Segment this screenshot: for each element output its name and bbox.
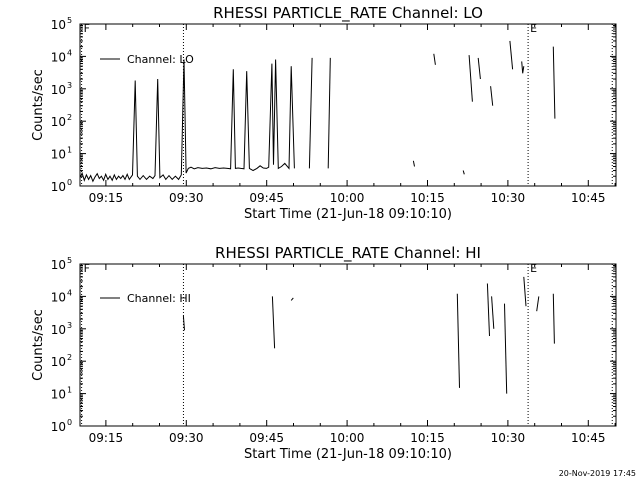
rate-series-line xyxy=(433,53,436,65)
rate-series-line xyxy=(290,297,294,301)
y-tick-label: 10 xyxy=(51,115,66,129)
x-tick-label: 10:00 xyxy=(330,431,365,445)
x-tick-label: 09:15 xyxy=(89,431,124,445)
rate-series-line xyxy=(462,170,465,175)
event-marker-label: E xyxy=(530,22,537,35)
y-tick-label: 10 xyxy=(51,258,66,272)
x-tick-label: 10:45 xyxy=(571,431,606,445)
rate-series-line xyxy=(536,296,540,312)
rate-series-line xyxy=(412,160,415,167)
x-tick-label: 10:45 xyxy=(571,191,606,205)
y-tick-exponent: 2 xyxy=(67,113,72,122)
rate-series-line xyxy=(504,303,508,394)
event-marker-label: F xyxy=(84,22,90,35)
x-tick-label: 09:30 xyxy=(169,431,204,445)
y-tick-exponent: 3 xyxy=(67,81,72,90)
chart-title: RHESSI PARTICLE_RATE Channel: LO xyxy=(213,4,483,23)
x-tick-label: 09:15 xyxy=(89,191,124,205)
chart-title: RHESSI PARTICLE_RATE Channel: HI xyxy=(215,244,481,263)
y-tick-label: 10 xyxy=(51,323,66,337)
y-tick-exponent: 4 xyxy=(67,288,72,297)
x-tick-label: 10:00 xyxy=(330,191,365,205)
y-tick-label: 10 xyxy=(51,355,66,369)
plot-frame xyxy=(79,23,617,187)
y-tick-label: 10 xyxy=(51,18,66,32)
y-tick-exponent: 0 xyxy=(67,178,72,187)
rate-series-line xyxy=(79,59,295,183)
rate-series-line xyxy=(477,57,481,80)
rate-series-line xyxy=(327,57,331,169)
y-tick-label: 10 xyxy=(51,83,66,97)
legend-entry: Channel: LO xyxy=(127,53,194,66)
rate-series-line xyxy=(271,296,276,349)
x-tick-label: 10:30 xyxy=(491,431,526,445)
footer-timestamp: 20-Nov-2019 17:45 xyxy=(559,469,636,478)
x-tick-label: 10:15 xyxy=(410,191,445,205)
hi-channel-panel: RHESSI PARTICLE_RATE Channel: HI 09:15 09:… xyxy=(31,244,617,462)
y-tick-label: 10 xyxy=(51,148,66,162)
rate-series-line xyxy=(523,276,527,307)
rate-series-line xyxy=(486,283,490,337)
y-tick-exponent: 0 xyxy=(67,418,72,427)
x-axis-label: Start Time (21-Jun-18 09:10:10) xyxy=(244,447,452,462)
x-tick-label: 09:30 xyxy=(169,191,204,205)
y-tick-exponent: 5 xyxy=(67,16,72,25)
y-axis-label: Counts/sec xyxy=(31,309,46,381)
x-axis-label: Start Time (21-Jun-18 09:10:10) xyxy=(244,207,452,222)
legend-entry: Channel: HI xyxy=(127,292,191,305)
rate-series-line xyxy=(509,40,514,70)
y-tick-label: 10 xyxy=(51,420,66,434)
x-tick-label: 09:45 xyxy=(249,431,284,445)
y-axis-label: Counts/sec xyxy=(31,69,46,141)
rate-series-line xyxy=(308,57,313,169)
y-tick-label: 10 xyxy=(51,290,66,304)
y-tick-exponent: 4 xyxy=(67,48,72,57)
y-tick-exponent: 1 xyxy=(67,146,72,155)
rate-series-line xyxy=(552,293,555,344)
rate-series-line xyxy=(521,61,525,74)
y-tick-exponent: 1 xyxy=(67,386,72,395)
event-marker-label: F xyxy=(84,262,90,275)
rate-series-line xyxy=(552,46,556,119)
y-tick-exponent: 5 xyxy=(67,256,72,265)
x-tick-label: 09:45 xyxy=(249,191,284,205)
y-tick-exponent: 3 xyxy=(67,321,72,330)
y-tick-label: 10 xyxy=(51,180,66,194)
event-marker-label: E xyxy=(530,262,537,275)
rate-series-line xyxy=(490,86,494,106)
plot-frame xyxy=(79,263,617,427)
lo-channel-panel: RHESSI PARTICLE_RATE Channel: LO 09:15 09:… xyxy=(31,4,617,222)
x-tick-label: 10:30 xyxy=(491,191,526,205)
rate-series-line xyxy=(182,315,185,331)
y-tick-label: 10 xyxy=(51,50,66,64)
x-tick-label: 10:15 xyxy=(410,431,445,445)
rate-series-line xyxy=(456,293,460,388)
rate-series-line xyxy=(468,55,473,102)
rate-series-line xyxy=(491,296,495,329)
y-tick-exponent: 2 xyxy=(67,353,72,362)
y-tick-label: 10 xyxy=(51,388,66,402)
